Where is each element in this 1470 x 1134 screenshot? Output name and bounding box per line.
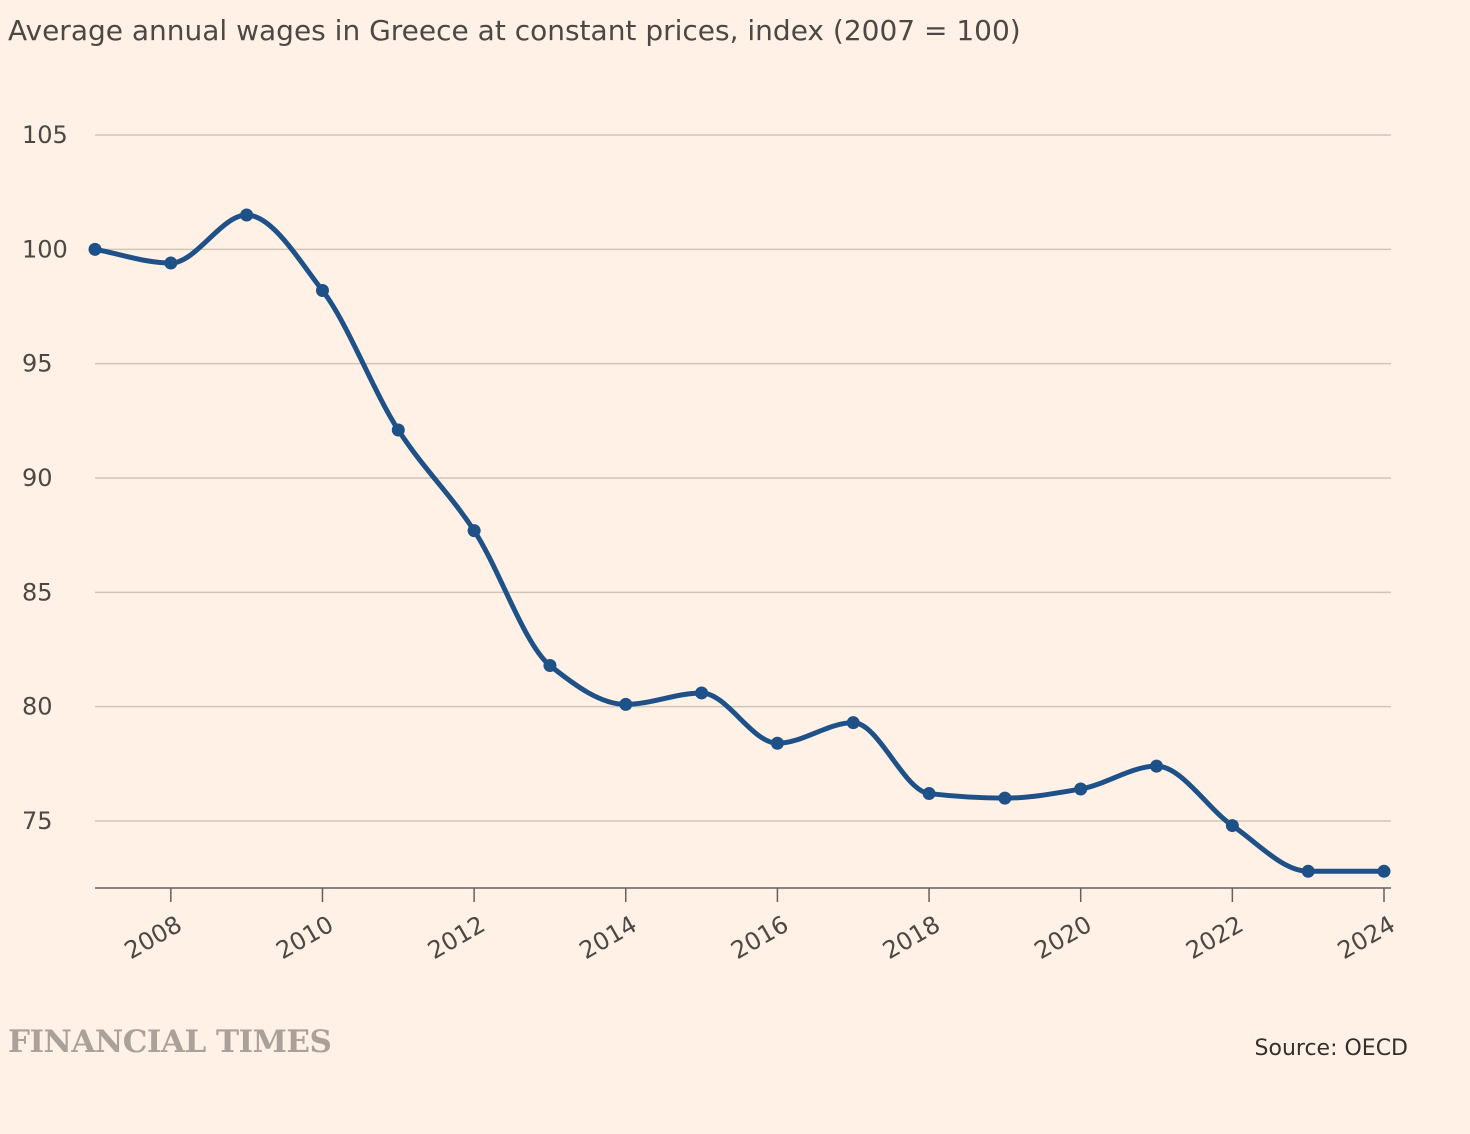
data-point-2017	[846, 716, 860, 730]
x-tick-label: 2010	[271, 910, 338, 965]
y-tick-label: 90	[22, 464, 53, 492]
y-tick-label: 80	[22, 693, 53, 721]
series-layer	[88, 208, 1391, 878]
data-point-2010	[315, 283, 329, 297]
data-point-2014	[619, 697, 633, 711]
data-point-2009	[240, 208, 254, 222]
y-tick-label: 95	[22, 350, 53, 378]
y-tick-label: 85	[22, 578, 53, 606]
data-point-2015	[695, 686, 709, 700]
gridlines	[95, 134, 1391, 822]
series-line	[92, 212, 1387, 874]
x-tick-label: 2024	[1333, 910, 1400, 965]
x-tick-label: 2012	[423, 910, 490, 965]
brand-logo: FINANCIAL TIMES	[8, 1024, 332, 1060]
data-point-2007	[88, 242, 102, 256]
x-axis: 2008 2010 2012 2014 2016 2018 2020 2022 2024	[95, 887, 1400, 965]
y-tick-label: 75	[22, 807, 53, 835]
x-tick-label: 2020	[1030, 910, 1097, 965]
data-point-2013	[543, 659, 557, 673]
x-tick-label: 2018	[878, 910, 945, 965]
data-point-2018	[922, 787, 936, 801]
y-axis-ticks: 75 80 85 90 95 100 105	[22, 121, 68, 835]
data-point-2019	[998, 791, 1012, 805]
data-point-2021	[1150, 759, 1164, 773]
y-tick-label: 105	[22, 121, 68, 149]
data-point-2024	[1377, 864, 1391, 878]
data-point-2008	[164, 256, 178, 270]
data-point-2012	[467, 524, 481, 538]
x-tick-label: 2016	[726, 910, 793, 965]
data-point-2011	[391, 423, 405, 437]
x-tick-label: 2014	[575, 910, 642, 965]
y-tick-label: 100	[22, 235, 68, 263]
data-point-2022	[1225, 819, 1239, 833]
x-tick-label: 2008	[120, 910, 187, 965]
data-point-2023	[1301, 864, 1315, 878]
x-tick-label: 2022	[1181, 910, 1248, 965]
chart-title: Average annual wages in Greece at consta…	[8, 14, 1021, 47]
data-point-2016	[770, 736, 784, 750]
source-note: Source: OECD	[1254, 1036, 1408, 1061]
data-point-2020	[1074, 782, 1088, 796]
